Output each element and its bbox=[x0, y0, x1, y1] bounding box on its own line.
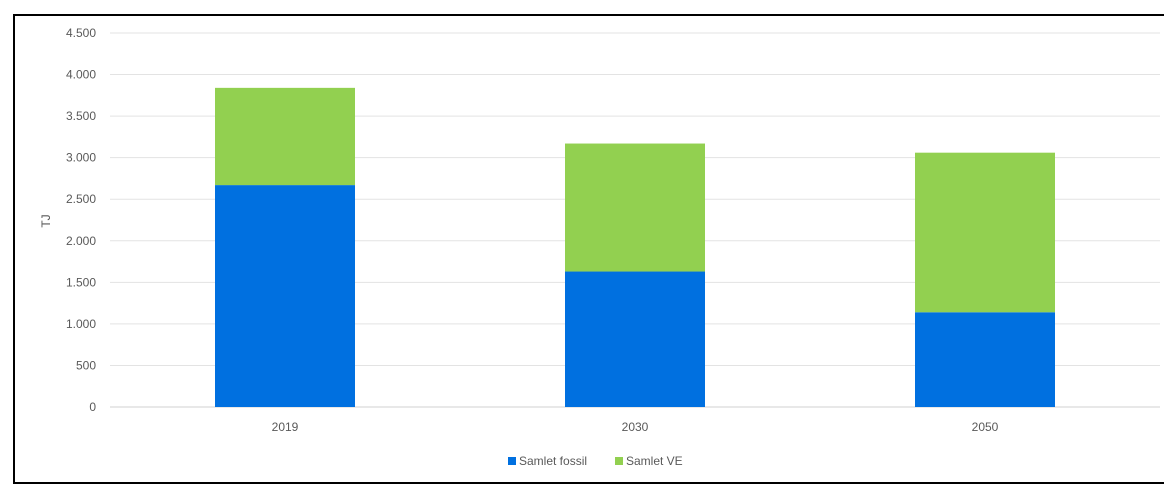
bar-2050-ve bbox=[915, 152, 1055, 313]
bar-2030-fossil bbox=[565, 271, 705, 407]
y-tick-label: 4.000 bbox=[66, 68, 96, 82]
bar-2030-ve bbox=[565, 143, 705, 272]
y-axis-ticks: 0 500 1.000 1.500 2.000 2.500 3.000 3.500 4.000 4… bbox=[66, 26, 96, 414]
y-axis-label: TJ bbox=[39, 214, 53, 227]
x-tick-label: 2030 bbox=[622, 420, 649, 434]
y-tick-label: 500 bbox=[76, 358, 96, 372]
y-tick-label: 0 bbox=[89, 400, 96, 414]
legend-label-ve: Samlet VE bbox=[626, 454, 683, 468]
x-tick-label: 2019 bbox=[272, 420, 299, 434]
y-tick-label: 3.500 bbox=[66, 109, 96, 123]
legend-swatch-fossil bbox=[508, 457, 516, 465]
legend: Samlet fossil Samlet VE bbox=[508, 454, 683, 468]
bar-2019-ve bbox=[215, 87, 355, 186]
y-tick-label: 2.500 bbox=[66, 192, 96, 206]
bar-2019-fossil bbox=[215, 185, 355, 407]
x-axis-ticks: 2019 2030 2050 bbox=[272, 420, 999, 434]
y-tick-label: 3.000 bbox=[66, 151, 96, 165]
bar-2050-fossil bbox=[915, 312, 1055, 407]
bars bbox=[215, 87, 1055, 407]
y-tick-label: 1.500 bbox=[66, 275, 96, 289]
legend-label-fossil: Samlet fossil bbox=[519, 454, 587, 468]
legend-swatch-ve bbox=[615, 457, 623, 465]
y-tick-label: 4.500 bbox=[66, 26, 96, 40]
y-tick-label: 1.000 bbox=[66, 317, 96, 331]
x-tick-label: 2050 bbox=[972, 420, 999, 434]
y-tick-label: 2.000 bbox=[66, 234, 96, 248]
